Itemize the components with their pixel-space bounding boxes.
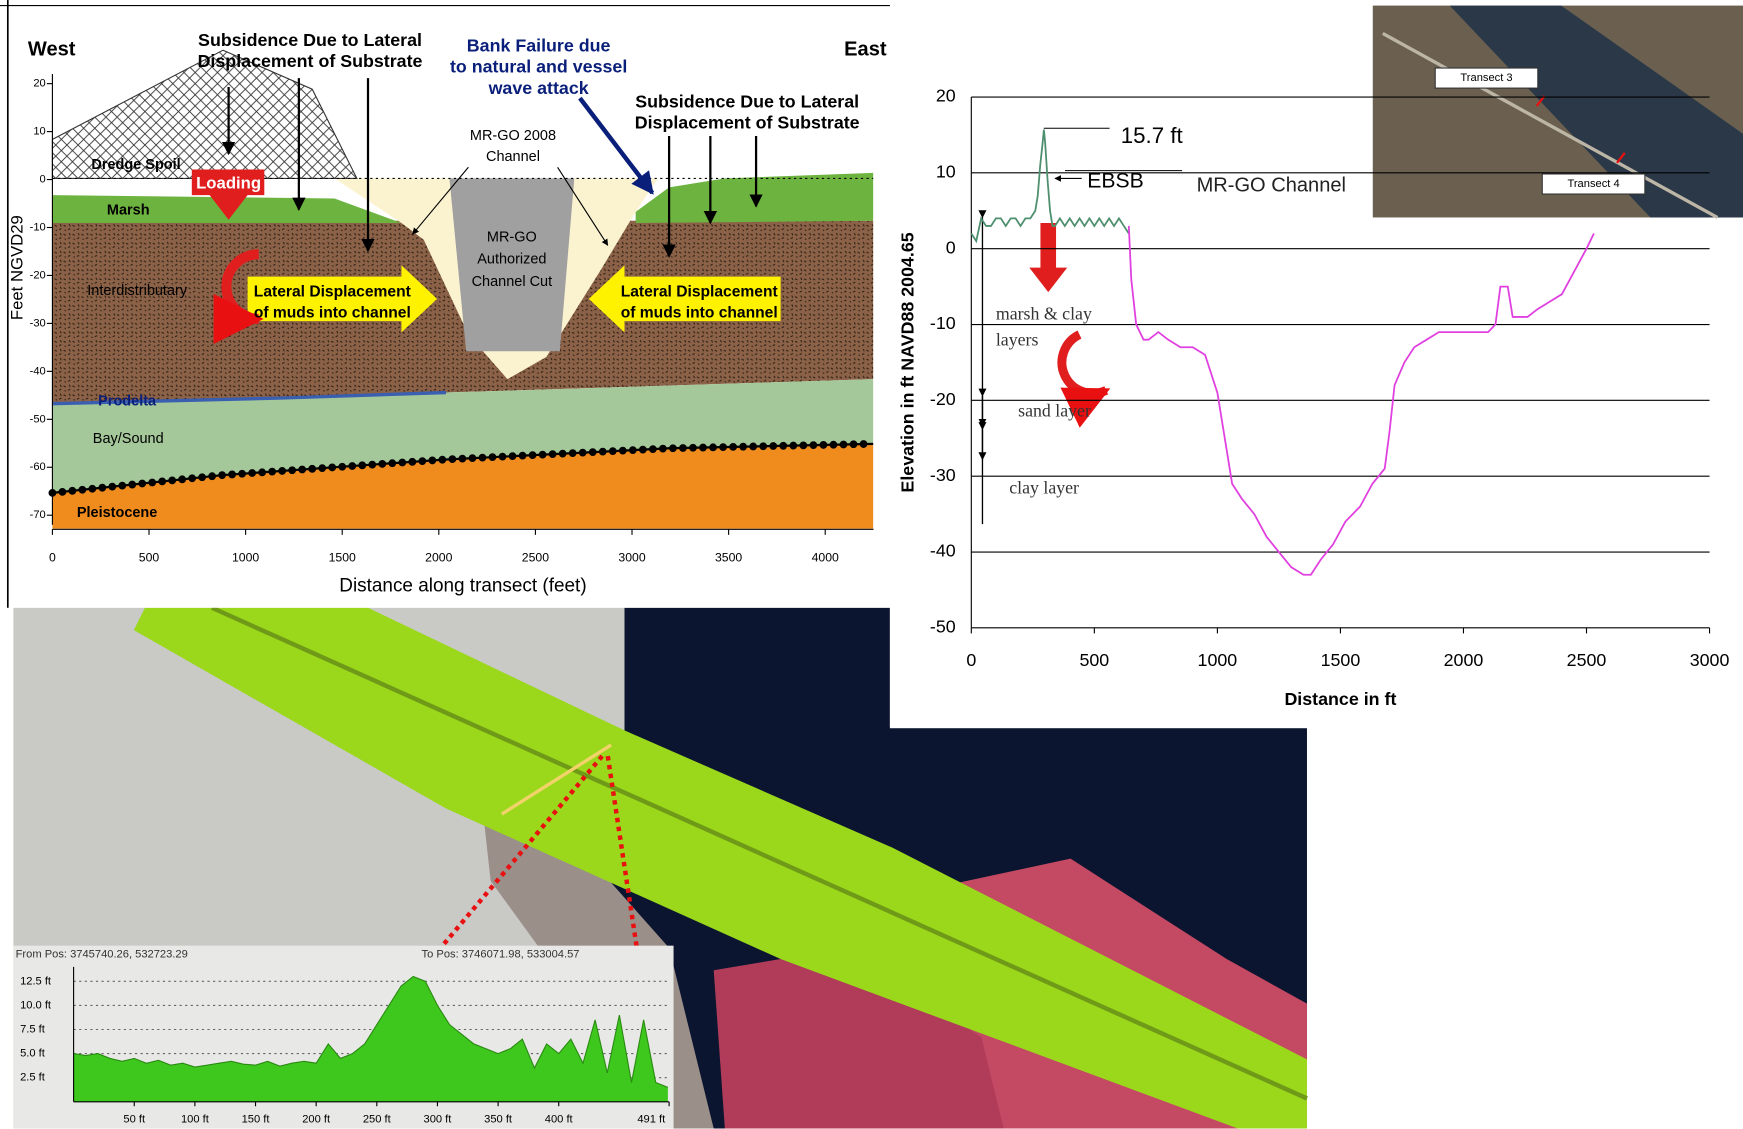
annotation: Subsidence Due to Lateral: [635, 91, 859, 111]
annotation: wave attack: [488, 78, 589, 98]
annotation: MR-GO Channel: [1197, 175, 1346, 197]
y-axis-label: Feet NGVD29: [7, 215, 26, 320]
y-tick-label: 20: [936, 86, 956, 106]
y-tick-label: -60: [30, 461, 46, 473]
annotation: MR-GO: [487, 229, 537, 245]
x-tick-label: 250 ft: [363, 1114, 392, 1126]
annotation: EBSB: [1087, 169, 1144, 192]
annotation: 15.7 ft: [1121, 123, 1184, 148]
y-tick-label: -40: [930, 541, 956, 561]
y-tick-label: 2.5 ft: [20, 1072, 46, 1084]
x-tick-label: 350 ft: [484, 1114, 513, 1126]
x-tick-label: 2000: [425, 550, 452, 564]
figure: Transect 3 Transect 4 20 10 0 -10 -20 -30 -40 -…: [0, 0, 1743, 1129]
map-label: Transect 3: [1460, 72, 1512, 84]
y-tick-label: -70: [30, 509, 46, 521]
y-tick-label: 10: [33, 126, 45, 138]
annotation: Authorized: [477, 252, 546, 268]
x-tick-label: 3000: [618, 550, 645, 564]
annotation: From Pos: 3745740.26, 532723.29: [16, 949, 188, 961]
y-axis-label: Elevation in ft NAVD88 2004.65: [898, 232, 918, 492]
x-tick-label: 2500: [522, 550, 549, 564]
y-tick-label: -10: [30, 221, 46, 233]
x-tick-label: 400 ft: [545, 1114, 574, 1126]
annotation: Pleistocene: [77, 505, 158, 521]
annotation: Loading: [196, 173, 261, 192]
y-tick-label: -10: [930, 313, 956, 333]
map-inset: Transect 3 Transect 4: [1373, 6, 1743, 218]
y-tick-label: -50: [30, 413, 46, 425]
annotation: Prodelta: [98, 393, 157, 409]
x-tick-label: 1000: [232, 550, 259, 564]
x-tick-label: 500: [139, 550, 160, 564]
annotation: Channel: [486, 149, 540, 165]
annotation: West: [28, 38, 76, 60]
x-tick-label: 1500: [1321, 650, 1361, 670]
y-tick-label: -30: [30, 317, 46, 329]
annotation: Subsidence Due to Lateral: [198, 30, 422, 50]
y-tick-label: 7.5 ft: [20, 1023, 46, 1035]
y-tick-label: 0: [40, 173, 46, 185]
y-tick-label: 10: [936, 162, 956, 182]
annotation: To Pos: 3746071.98, 533004.57: [422, 949, 580, 961]
x-tick-label: 0: [49, 550, 56, 564]
annotation: of muds into channel: [621, 304, 778, 321]
annotation: Interdistributary: [87, 283, 188, 299]
x-tick-label: 2500: [1567, 650, 1607, 670]
x-tick-label: 0: [966, 650, 976, 670]
x-tick-label: 50 ft: [123, 1114, 146, 1126]
x-tick-label: 2000: [1444, 650, 1484, 670]
x-tick-label: 3000: [1690, 650, 1730, 670]
annotation: Bay/Sound: [93, 431, 164, 447]
x-tick-label: 3500: [715, 550, 742, 564]
annotation: Dredge Spoil: [91, 157, 180, 173]
x-tick-label: 200 ft: [302, 1114, 331, 1126]
y-tick-label: 0: [946, 237, 956, 257]
x-tick-label: 300 ft: [424, 1114, 453, 1126]
y-tick-label: -50: [930, 617, 956, 637]
y-tick-label: -20: [30, 269, 46, 281]
annotation: Lateral Displacement: [621, 283, 778, 300]
y-tick-label: 5.0 ft: [20, 1048, 46, 1060]
x-tick-label: 150 ft: [242, 1114, 271, 1126]
x-tick-label: 100 ft: [181, 1114, 210, 1126]
map-label: Transect 4: [1567, 178, 1619, 190]
annotation: East: [844, 38, 887, 60]
x-tick-label: 4000: [812, 550, 839, 564]
annotation: Displacement of Substrate: [635, 113, 860, 133]
annotation: Bank Failure due: [467, 36, 611, 56]
y-tick-label: 12.5 ft: [20, 975, 52, 987]
annotation: layers: [996, 329, 1039, 349]
x-tick-label: 491 ft: [637, 1114, 666, 1126]
annotation: to natural and vessel: [450, 57, 627, 77]
annotation: marsh & clay: [996, 304, 1092, 324]
annotation: MR-GO 2008: [470, 128, 556, 144]
y-tick-label: 10.0 ft: [20, 999, 52, 1011]
y-tick-label: -40: [30, 365, 46, 377]
y-tick-label: -30: [930, 465, 956, 485]
x-axis-label: Distance in ft: [1284, 689, 1396, 709]
annotation: of muds into channel: [254, 304, 411, 321]
annotation: Channel Cut: [472, 274, 553, 290]
y-tick-label: -20: [930, 389, 956, 409]
annotation: clay layer: [1009, 478, 1079, 498]
annotation: sand layer: [1018, 401, 1091, 421]
annotation: Marsh: [107, 203, 150, 219]
x-tick-label: 1500: [329, 550, 356, 564]
x-axis-label: Distance along transect (feet): [339, 576, 586, 597]
page: {"chart_data": [ {"type": "section", "an…: [0, 0, 1743, 1129]
x-tick-label: 1000: [1198, 650, 1238, 670]
annotation: Displacement of Substrate: [198, 51, 423, 71]
y-tick-label: 20: [33, 78, 45, 90]
x-tick-label: 500: [1079, 650, 1109, 670]
annotation: Lateral Displacement: [254, 283, 411, 300]
